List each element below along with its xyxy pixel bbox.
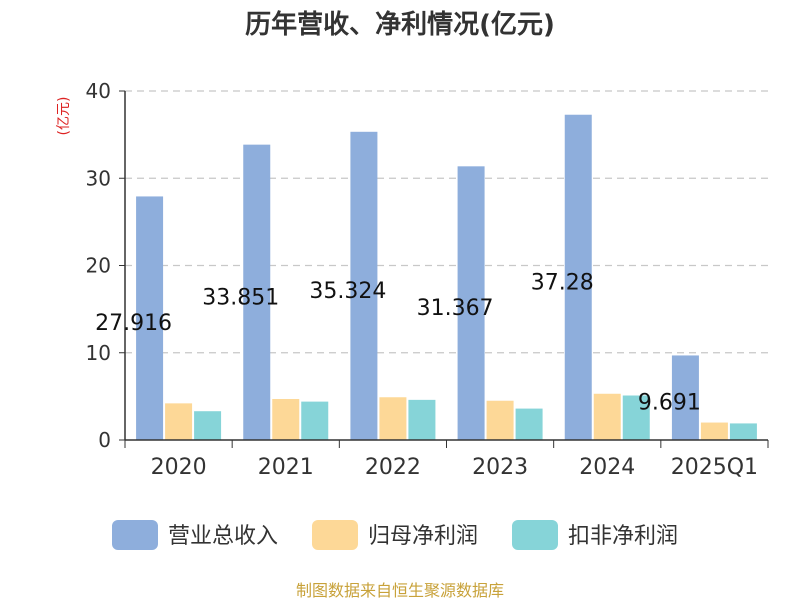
bar-2 (165, 403, 193, 440)
y-tick-label: 20 (86, 254, 111, 278)
bar-2 (379, 397, 407, 440)
bar-3 (515, 408, 543, 440)
bar-2 (272, 398, 300, 440)
data-label: 35.324 (309, 279, 386, 304)
bar-3 (729, 423, 757, 440)
data-label: 9.691 (638, 391, 701, 416)
legend-label: 扣非净利润 (568, 524, 678, 549)
legend-swatch (512, 520, 558, 550)
x-tick-label: 2022 (365, 455, 421, 480)
y-axis-label: (亿元) (56, 97, 72, 136)
x-tick-label: 2024 (579, 455, 635, 480)
bar-1 (350, 131, 378, 440)
legend-label: 营业总收入 (168, 524, 278, 549)
bar-1 (671, 355, 699, 440)
bar-3 (301, 401, 329, 440)
data-label: 31.367 (417, 296, 494, 321)
y-tick-label: 0 (98, 428, 111, 452)
x-tick-label: 2023 (472, 455, 528, 480)
bar-3 (622, 395, 650, 440)
x-tick-label: 2020 (151, 455, 207, 480)
bar-3 (194, 411, 222, 440)
bar-1 (564, 114, 592, 441)
x-tick-label: 2021 (258, 455, 314, 480)
legend-swatch (312, 520, 358, 550)
bar-1 (136, 196, 164, 440)
y-tick-label: 10 (86, 341, 111, 365)
bar-2 (700, 422, 728, 440)
data-label: 37.28 (531, 270, 594, 295)
source-note: 制图数据来自恒生聚源数据库 (295, 581, 504, 600)
legend-swatch (112, 520, 158, 550)
x-tick-label: 2025Q1 (671, 455, 758, 480)
data-label: 27.916 (95, 311, 172, 336)
y-tick-label: 40 (86, 79, 111, 103)
bar-2 (593, 393, 621, 440)
bar-2 (486, 400, 514, 440)
bar-1 (457, 166, 485, 440)
legend-label: 归母净利润 (368, 524, 478, 549)
bar-3 (408, 399, 436, 440)
chart-title: 历年营收、净利情况(亿元) (245, 10, 555, 40)
y-tick-label: 30 (86, 166, 111, 190)
data-label: 33.851 (202, 285, 279, 310)
bar-1 (243, 144, 271, 440)
